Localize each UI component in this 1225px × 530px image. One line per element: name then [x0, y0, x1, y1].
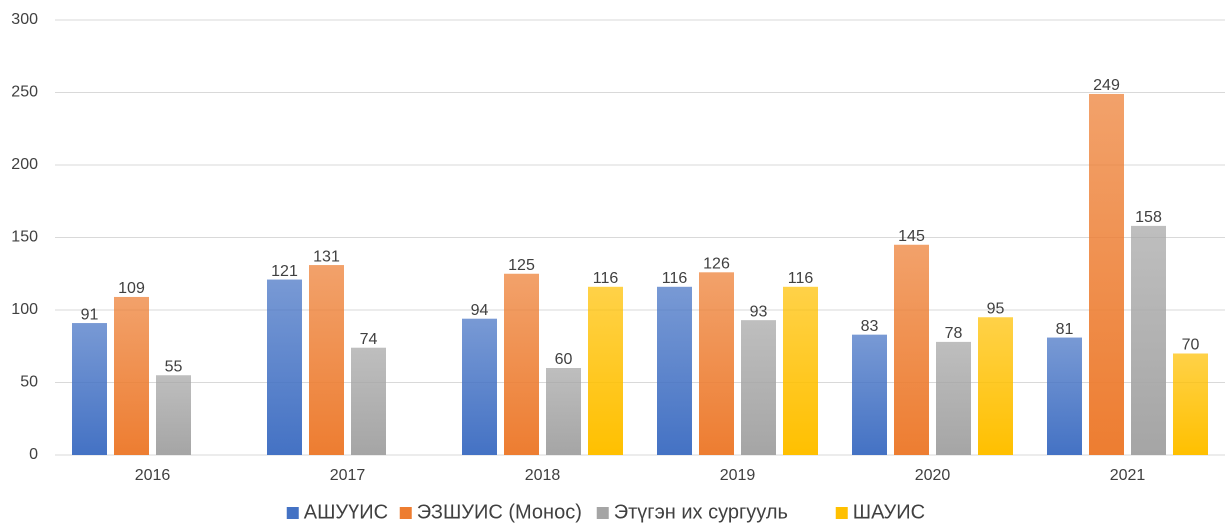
- bar: [1173, 353, 1208, 455]
- legend-label: АШУҮИС: [304, 501, 388, 523]
- bar: [504, 273, 539, 455]
- y-tick-label: 300: [11, 11, 38, 28]
- bar: [309, 265, 344, 455]
- data-label: 121: [271, 263, 298, 280]
- data-label: 60: [555, 351, 573, 368]
- x-tick-label: 2017: [330, 467, 366, 484]
- bar: [588, 286, 623, 455]
- bar: [546, 368, 581, 455]
- legend-label: ШАУИС: [853, 501, 925, 523]
- legend-label: Этүгэн их сургууль: [614, 501, 788, 523]
- data-label: 93: [750, 303, 768, 320]
- data-label: 91: [81, 306, 99, 323]
- x-tick-label: 2016: [135, 467, 171, 484]
- y-tick-label: 0: [29, 446, 38, 463]
- legend-swatch: [399, 507, 412, 519]
- legend-swatch: [596, 507, 609, 519]
- data-label: 125: [508, 257, 535, 274]
- data-label: 81: [1056, 321, 1074, 338]
- data-label: 126: [703, 256, 730, 273]
- bar: [72, 323, 107, 455]
- bar: [894, 244, 929, 455]
- data-label: 249: [1093, 77, 1120, 94]
- data-label: 116: [788, 270, 814, 287]
- data-label: 55: [165, 358, 183, 375]
- y-tick-label: 200: [11, 156, 38, 173]
- bar: [156, 375, 191, 455]
- data-label: 78: [945, 325, 963, 342]
- x-tick-label: 2019: [720, 467, 756, 484]
- bar: [351, 347, 386, 455]
- bar: [657, 286, 692, 455]
- data-label: 70: [1182, 337, 1200, 354]
- bar: [936, 341, 971, 455]
- x-tick-label: 2021: [1110, 467, 1146, 484]
- data-label: 95: [987, 300, 1005, 317]
- x-tick-label: 2020: [915, 467, 951, 484]
- data-label: 116: [662, 270, 688, 287]
- bar: [741, 320, 776, 455]
- bar: [978, 317, 1013, 455]
- y-tick-label: 250: [11, 84, 38, 101]
- bar: [462, 318, 497, 455]
- data-label: 145: [898, 228, 925, 245]
- bar: [783, 286, 818, 455]
- legend-label: ЭЗШУИС (Монос): [417, 501, 582, 523]
- data-label: 158: [1135, 209, 1162, 226]
- data-label: 131: [313, 248, 340, 265]
- data-label: 74: [360, 331, 378, 348]
- bar: [699, 272, 734, 455]
- bar: [267, 279, 302, 455]
- bar: [114, 296, 149, 455]
- y-tick-label: 50: [20, 374, 38, 391]
- legend-swatch: [286, 507, 299, 519]
- data-label: 94: [471, 302, 489, 319]
- bar: [1089, 93, 1124, 455]
- data-label: 83: [861, 318, 879, 335]
- y-tick-label: 100: [11, 301, 38, 318]
- bar: [1131, 225, 1166, 455]
- bar: [1047, 337, 1082, 455]
- data-label: 116: [593, 270, 619, 287]
- bar: [852, 334, 887, 455]
- legend-swatch: [835, 507, 848, 519]
- data-label: 109: [118, 280, 145, 297]
- y-tick-label: 150: [11, 229, 38, 246]
- x-tick-label: 2018: [525, 467, 561, 484]
